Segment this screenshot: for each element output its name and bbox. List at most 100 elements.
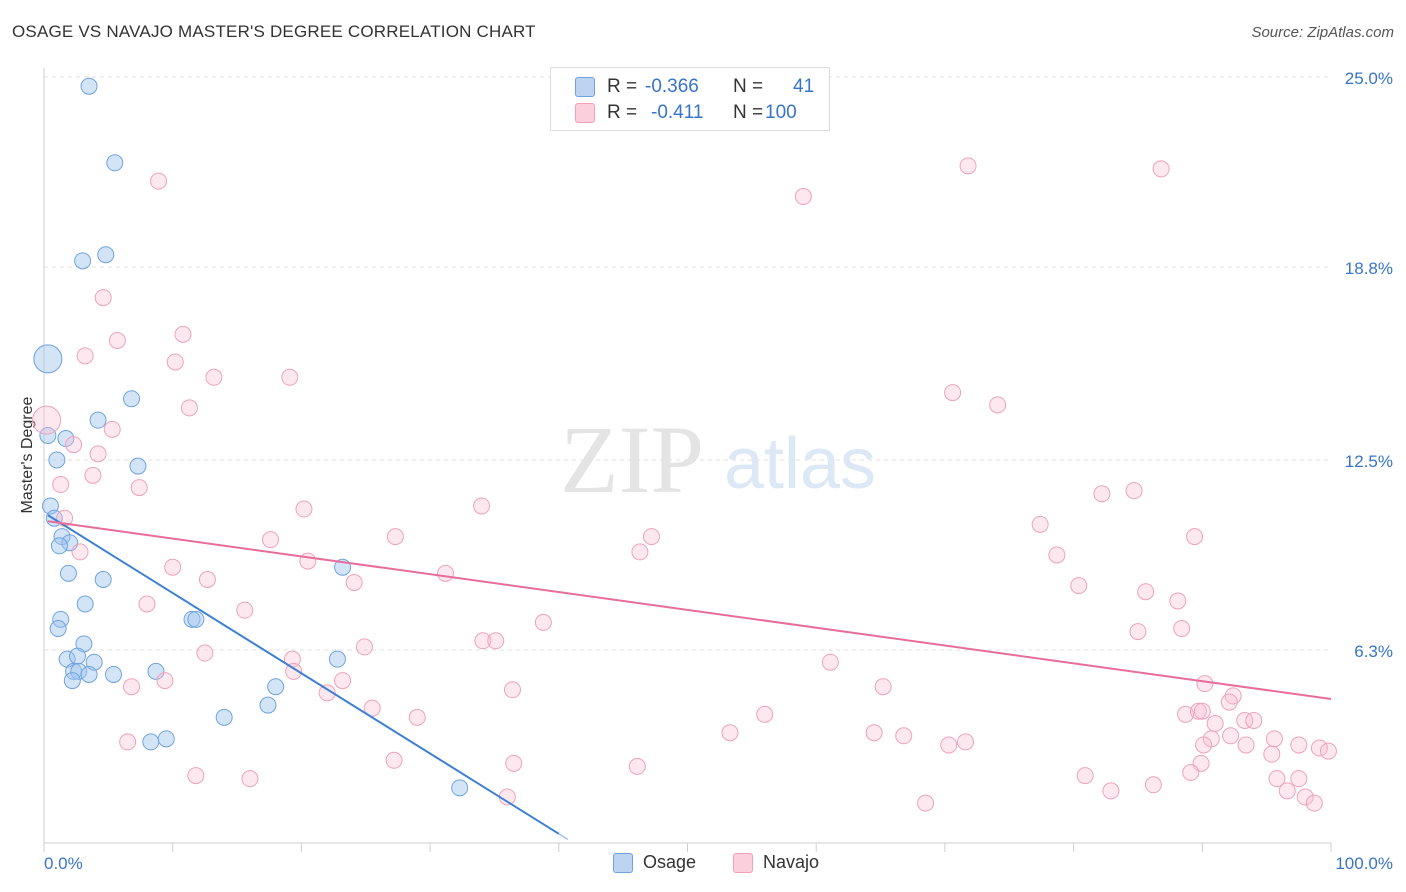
navajo-point bbox=[52, 476, 70, 494]
axes bbox=[43, 68, 1332, 852]
navajo-point bbox=[363, 699, 381, 717]
navajo-point bbox=[1236, 711, 1254, 729]
navajo-trend-line bbox=[47, 520, 1332, 700]
navajo-point bbox=[1189, 702, 1207, 720]
navajo-point bbox=[65, 436, 83, 454]
navajo-point bbox=[236, 601, 254, 619]
navajo-point bbox=[794, 187, 812, 205]
navajo-point bbox=[180, 399, 198, 417]
navajo-point bbox=[1245, 711, 1263, 729]
osage-point bbox=[157, 730, 175, 748]
legend-osage-label: Osage bbox=[643, 852, 697, 872]
navajo-point bbox=[408, 708, 426, 726]
watermark: ZIP atlas bbox=[560, 406, 876, 513]
navajo-point bbox=[1137, 583, 1155, 601]
navajo-point bbox=[1070, 577, 1088, 595]
navajo-point bbox=[1278, 782, 1296, 800]
navajo-point bbox=[474, 632, 492, 650]
y-tick-label: 18.8% bbox=[1345, 259, 1393, 278]
navajo-point bbox=[198, 570, 216, 588]
osage-point bbox=[215, 708, 233, 726]
navajo-point bbox=[156, 672, 174, 690]
navajo-point bbox=[94, 289, 112, 307]
source-label: Source: ZipAtlas.com bbox=[1251, 24, 1394, 41]
navajo-point bbox=[71, 543, 89, 561]
osage-point bbox=[59, 564, 77, 582]
navajo-point bbox=[487, 632, 505, 650]
osage-point bbox=[89, 411, 107, 429]
navajo-point bbox=[76, 347, 94, 365]
navajo-point bbox=[123, 678, 141, 696]
navajo-point bbox=[174, 325, 192, 343]
osage-point bbox=[123, 390, 141, 408]
osage-point bbox=[76, 595, 94, 613]
navajo-point bbox=[1076, 767, 1094, 785]
navajo-point bbox=[1182, 764, 1200, 782]
legend-item-navajo: Navajo bbox=[733, 852, 819, 873]
navajo-point bbox=[130, 479, 148, 497]
navajo-point bbox=[1196, 675, 1214, 693]
osage-n-label: N = bbox=[733, 76, 764, 97]
navajo-point bbox=[1169, 592, 1187, 610]
navajo-point bbox=[956, 733, 974, 751]
legend-navajo-swatch bbox=[733, 852, 753, 873]
osage-point bbox=[267, 678, 285, 696]
navajo-point bbox=[1265, 730, 1283, 748]
navajo-point bbox=[505, 754, 523, 772]
chart-title: OSAGE VS NAVAJO MASTER'S DEGREE CORRELAT… bbox=[12, 22, 536, 41]
osage-point bbox=[451, 779, 469, 797]
y-tick-label: 6.3% bbox=[1354, 642, 1393, 661]
osage-n-value: 41 bbox=[793, 76, 815, 97]
osage-r-value: -0.366 bbox=[645, 76, 699, 97]
navajo-point bbox=[1206, 715, 1224, 733]
osage-point bbox=[129, 457, 147, 475]
navajo-point bbox=[385, 751, 403, 769]
navajo-point bbox=[89, 445, 107, 463]
watermark-atlas: atlas bbox=[724, 424, 876, 504]
navajo-point bbox=[334, 672, 352, 690]
navajo-point bbox=[1144, 776, 1162, 794]
navajo-point bbox=[1031, 515, 1049, 533]
x-tick-label-min: 0.0% bbox=[44, 854, 83, 873]
navajo-point bbox=[281, 368, 299, 386]
navajo-point bbox=[1152, 160, 1170, 178]
navajo-point bbox=[241, 770, 259, 788]
navajo-point bbox=[865, 724, 883, 742]
navajo-point bbox=[108, 332, 126, 350]
navajo-point bbox=[295, 500, 313, 518]
osage-trend-line bbox=[47, 514, 560, 835]
navajo-n-value: 100 bbox=[765, 102, 797, 123]
navajo-point bbox=[1173, 620, 1191, 638]
legend-item-osage: Osage bbox=[613, 852, 696, 873]
navajo-point bbox=[318, 684, 336, 702]
y-tick-label: 25.0% bbox=[1345, 69, 1393, 88]
osage-point bbox=[183, 610, 201, 628]
osage-point bbox=[33, 344, 63, 374]
osage-point bbox=[74, 252, 92, 270]
trend-lines bbox=[47, 514, 1332, 841]
osage-point bbox=[68, 647, 86, 665]
navajo-point bbox=[262, 531, 280, 549]
stats-legend: R = -0.366 N = 41 R = -0.411 N = 100 bbox=[550, 67, 830, 131]
navajo-point bbox=[187, 767, 205, 785]
navajo-point bbox=[917, 794, 935, 812]
osage-point bbox=[106, 154, 124, 172]
osage-point bbox=[94, 570, 112, 588]
navajo-point bbox=[1237, 736, 1255, 754]
navajo-point bbox=[959, 157, 977, 175]
osage-point bbox=[328, 650, 346, 668]
legend-navajo-label: Navajo bbox=[763, 852, 820, 872]
navajo-swatch bbox=[575, 103, 595, 123]
navajo-point bbox=[821, 653, 839, 671]
osage-point bbox=[48, 451, 66, 469]
navajo-point bbox=[1222, 727, 1240, 745]
navajo-point bbox=[1129, 623, 1147, 641]
osage-point bbox=[97, 246, 115, 264]
navajo-point bbox=[1290, 770, 1308, 788]
navajo-point bbox=[164, 558, 182, 576]
navajo-point bbox=[196, 644, 214, 662]
osage-point bbox=[142, 733, 160, 751]
navajo-point bbox=[756, 705, 774, 723]
legend-osage-swatch bbox=[613, 852, 633, 873]
navajo-point bbox=[437, 564, 455, 582]
